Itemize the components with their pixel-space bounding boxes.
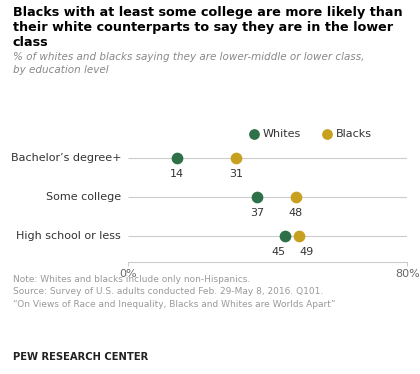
Point [173,155,180,161]
Text: 31: 31 [229,169,243,179]
Point [282,233,289,239]
Text: % of whites and blacks saying they are lower-middle or lower class,
by education: % of whites and blacks saying they are l… [13,52,364,75]
Text: 45: 45 [271,247,285,257]
Text: Blacks with at least some college are more likely than: Blacks with at least some college are mo… [13,6,402,19]
Text: 37: 37 [250,208,264,218]
Point [250,131,257,137]
Text: Blacks: Blacks [336,129,372,139]
Point [296,233,302,239]
Text: 49: 49 [299,247,313,257]
Text: Some college: Some college [46,192,121,202]
Point [233,155,240,161]
Text: 48: 48 [289,208,303,218]
Text: High school or less: High school or less [16,232,121,242]
Text: Bachelor’s degree+: Bachelor’s degree+ [10,153,121,163]
Text: Note: Whites and blacks include only non-Hispanics.
Source: Survey of U.S. adult: Note: Whites and blacks include only non… [13,275,335,309]
Text: class: class [13,36,48,49]
Point [292,194,299,200]
Text: Whites: Whites [262,129,301,139]
Point [254,194,261,200]
Text: 14: 14 [170,169,184,179]
Text: PEW RESEARCH CENTER: PEW RESEARCH CENTER [13,352,148,362]
Text: their white counterparts to say they are in the lower: their white counterparts to say they are… [13,21,393,34]
Point [324,131,331,137]
